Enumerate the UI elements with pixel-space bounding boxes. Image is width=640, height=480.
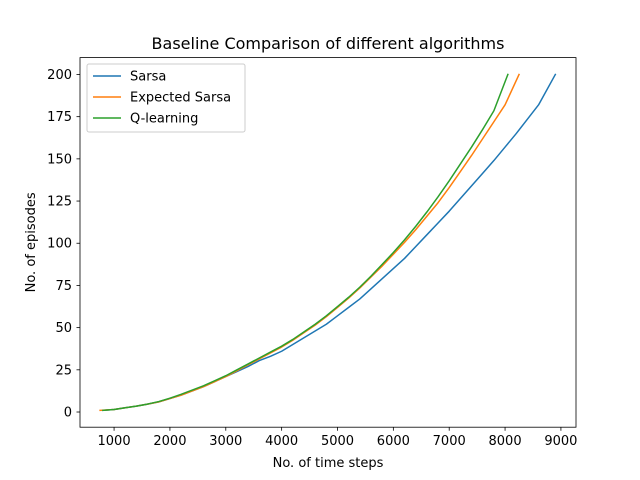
y-tick-label: 50 <box>55 321 72 336</box>
x-tick-label: 3000 <box>209 434 242 449</box>
plot-border <box>79 57 577 428</box>
y-tick-label: 175 <box>47 110 72 125</box>
chart-title: Baseline Comparison of different algorit… <box>152 34 505 53</box>
legend-label: Q-learning <box>130 112 198 127</box>
legend-label: Expected Sarsa <box>130 91 231 106</box>
y-tick-label: 200 <box>47 68 72 83</box>
y-axis: 0 25 50 75 100 125 150 175 200 <box>47 68 80 421</box>
x-axis: 1000 2000 3000 4000 5000 6000 7000 8000 9000 <box>98 427 577 449</box>
y-tick-label: 100 <box>47 237 72 252</box>
series-layer <box>99 73 557 412</box>
x-tick-label: 6000 <box>377 434 410 449</box>
y-tick-label: 75 <box>55 279 72 294</box>
legend-label: Sarsa <box>130 70 166 85</box>
series-line-q-learning <box>102 73 509 412</box>
x-tick-label: 8000 <box>489 434 522 449</box>
x-tick-label: 7000 <box>433 434 466 449</box>
legend: Sarsa Expected Sarsa Q-learning <box>86 63 246 133</box>
y-tick-label: 0 <box>64 406 72 421</box>
x-tick-label: 2000 <box>153 434 186 449</box>
x-tick-label: 4000 <box>265 434 298 449</box>
x-tick-label: 9000 <box>544 434 577 449</box>
x-axis-label: No. of time steps <box>273 456 384 471</box>
y-tick-label: 25 <box>55 363 72 378</box>
x-tick-label: 5000 <box>321 434 354 449</box>
y-axis-label: No. of episodes <box>24 192 39 292</box>
legend-box <box>86 63 246 133</box>
x-tick-label: 1000 <box>98 434 131 449</box>
y-tick-label: 150 <box>47 152 72 167</box>
y-tick-label: 125 <box>47 195 72 210</box>
